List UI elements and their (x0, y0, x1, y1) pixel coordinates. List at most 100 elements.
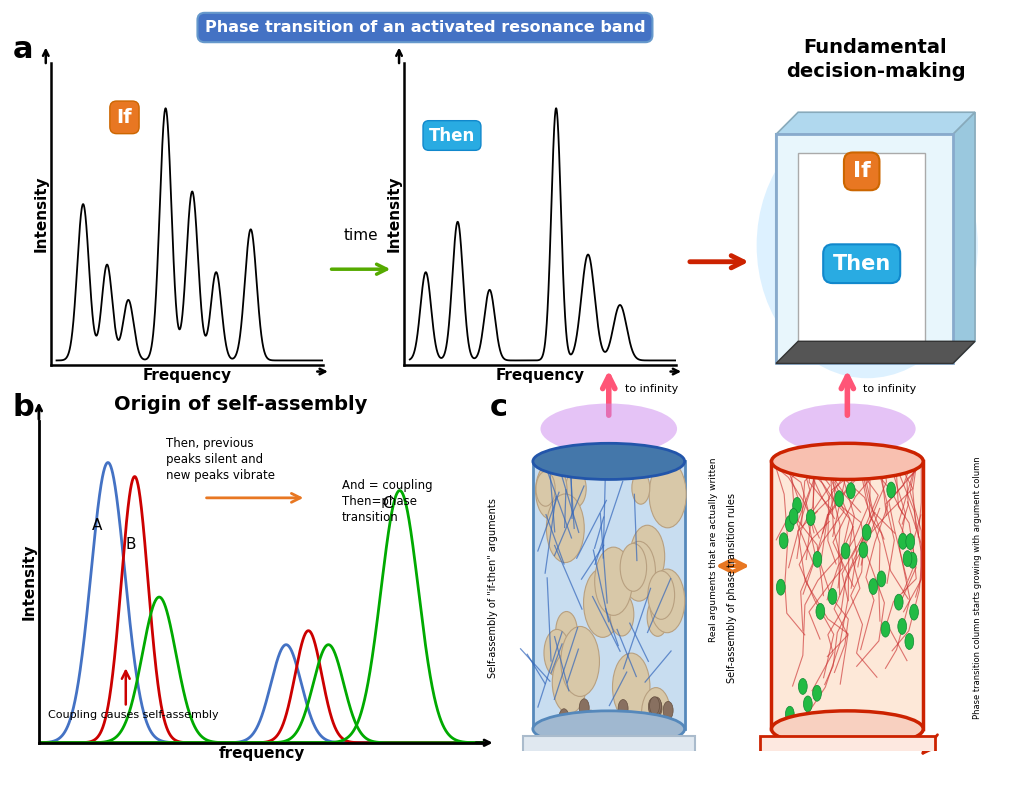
Circle shape (649, 461, 686, 528)
Circle shape (580, 699, 589, 717)
Circle shape (835, 490, 844, 507)
Text: Fundamental
decision-making: Fundamental decision-making (785, 39, 966, 81)
FancyBboxPatch shape (532, 461, 685, 729)
Text: to infinity: to infinity (625, 384, 678, 394)
Circle shape (648, 698, 658, 716)
Text: C: C (382, 495, 392, 511)
Circle shape (813, 551, 822, 567)
Circle shape (561, 641, 593, 699)
FancyBboxPatch shape (798, 152, 926, 345)
Text: If: If (853, 161, 870, 182)
Ellipse shape (532, 443, 685, 479)
Circle shape (877, 571, 886, 587)
X-axis label: frequency: frequency (218, 746, 305, 761)
Circle shape (785, 516, 794, 531)
Circle shape (790, 509, 798, 524)
X-axis label: Frequency: Frequency (142, 369, 231, 384)
FancyBboxPatch shape (771, 461, 924, 729)
Circle shape (565, 470, 586, 507)
FancyBboxPatch shape (760, 736, 935, 780)
Circle shape (547, 494, 585, 563)
Y-axis label: Intensity: Intensity (387, 176, 401, 252)
Circle shape (887, 482, 896, 498)
Circle shape (862, 524, 871, 540)
Circle shape (898, 619, 906, 634)
Circle shape (556, 612, 578, 651)
Circle shape (561, 626, 599, 696)
Circle shape (649, 569, 685, 633)
Y-axis label: Intensity: Intensity (34, 176, 48, 252)
Circle shape (903, 551, 912, 567)
Ellipse shape (757, 112, 978, 378)
Circle shape (610, 593, 634, 636)
Text: Self-assembly of phase transition rules: Self-assembly of phase transition rules (727, 493, 736, 683)
Circle shape (630, 525, 665, 588)
FancyBboxPatch shape (776, 134, 953, 363)
Text: Then, previous
peaks silent and
new peaks vibrate: Then, previous peaks silent and new peak… (166, 437, 274, 482)
Circle shape (536, 472, 555, 506)
Circle shape (595, 547, 633, 615)
Ellipse shape (541, 403, 677, 454)
Circle shape (652, 699, 663, 717)
Circle shape (905, 634, 913, 649)
Circle shape (664, 701, 673, 719)
Circle shape (816, 604, 824, 619)
Circle shape (909, 604, 919, 620)
Circle shape (806, 509, 815, 526)
Circle shape (799, 678, 807, 694)
Circle shape (841, 543, 850, 559)
Ellipse shape (532, 711, 685, 747)
Polygon shape (776, 341, 975, 363)
Text: Then: Then (833, 254, 891, 274)
Circle shape (894, 594, 903, 610)
Circle shape (881, 621, 890, 637)
Circle shape (618, 700, 628, 718)
Circle shape (641, 688, 671, 740)
X-axis label: Frequency: Frequency (496, 369, 585, 384)
Circle shape (621, 543, 646, 591)
Circle shape (632, 472, 650, 504)
Circle shape (776, 579, 785, 595)
Text: Real arguments that are actually written: Real arguments that are actually written (710, 458, 718, 642)
Circle shape (623, 542, 655, 601)
Circle shape (813, 685, 821, 701)
Text: time: time (344, 229, 378, 244)
Circle shape (559, 709, 569, 727)
Ellipse shape (779, 403, 915, 454)
Ellipse shape (771, 711, 924, 747)
Circle shape (626, 715, 635, 733)
Circle shape (908, 553, 916, 568)
Circle shape (648, 571, 675, 619)
Circle shape (649, 696, 659, 714)
Polygon shape (776, 112, 975, 134)
Text: Phase transition of an activated resonance band: Phase transition of an activated resonan… (205, 20, 645, 35)
Circle shape (793, 498, 802, 513)
Circle shape (647, 598, 669, 637)
Circle shape (586, 710, 596, 728)
Text: a: a (12, 35, 33, 64)
Text: B: B (126, 538, 136, 553)
Text: Phase transition column starts growing with argument column: Phase transition column starts growing w… (973, 457, 982, 719)
Circle shape (859, 542, 867, 558)
Circle shape (651, 716, 662, 734)
Circle shape (544, 630, 570, 677)
Text: c: c (489, 393, 508, 422)
Circle shape (612, 653, 650, 721)
Text: A: A (92, 518, 102, 533)
Circle shape (869, 578, 878, 594)
FancyBboxPatch shape (776, 134, 953, 363)
Circle shape (828, 589, 837, 604)
Polygon shape (953, 112, 975, 363)
Circle shape (584, 568, 622, 637)
Text: to infinity: to infinity (863, 384, 916, 394)
Circle shape (785, 707, 795, 722)
Text: Coupling causes self-assembly: Coupling causes self-assembly (48, 711, 218, 720)
Ellipse shape (771, 443, 924, 479)
Text: b: b (12, 393, 34, 422)
Circle shape (898, 534, 907, 549)
Circle shape (804, 696, 812, 712)
Text: And = coupling
Then=phase
transition: And = coupling Then=phase transition (342, 479, 432, 523)
Text: Then: Then (429, 127, 475, 145)
Circle shape (552, 652, 587, 714)
Circle shape (622, 714, 632, 732)
